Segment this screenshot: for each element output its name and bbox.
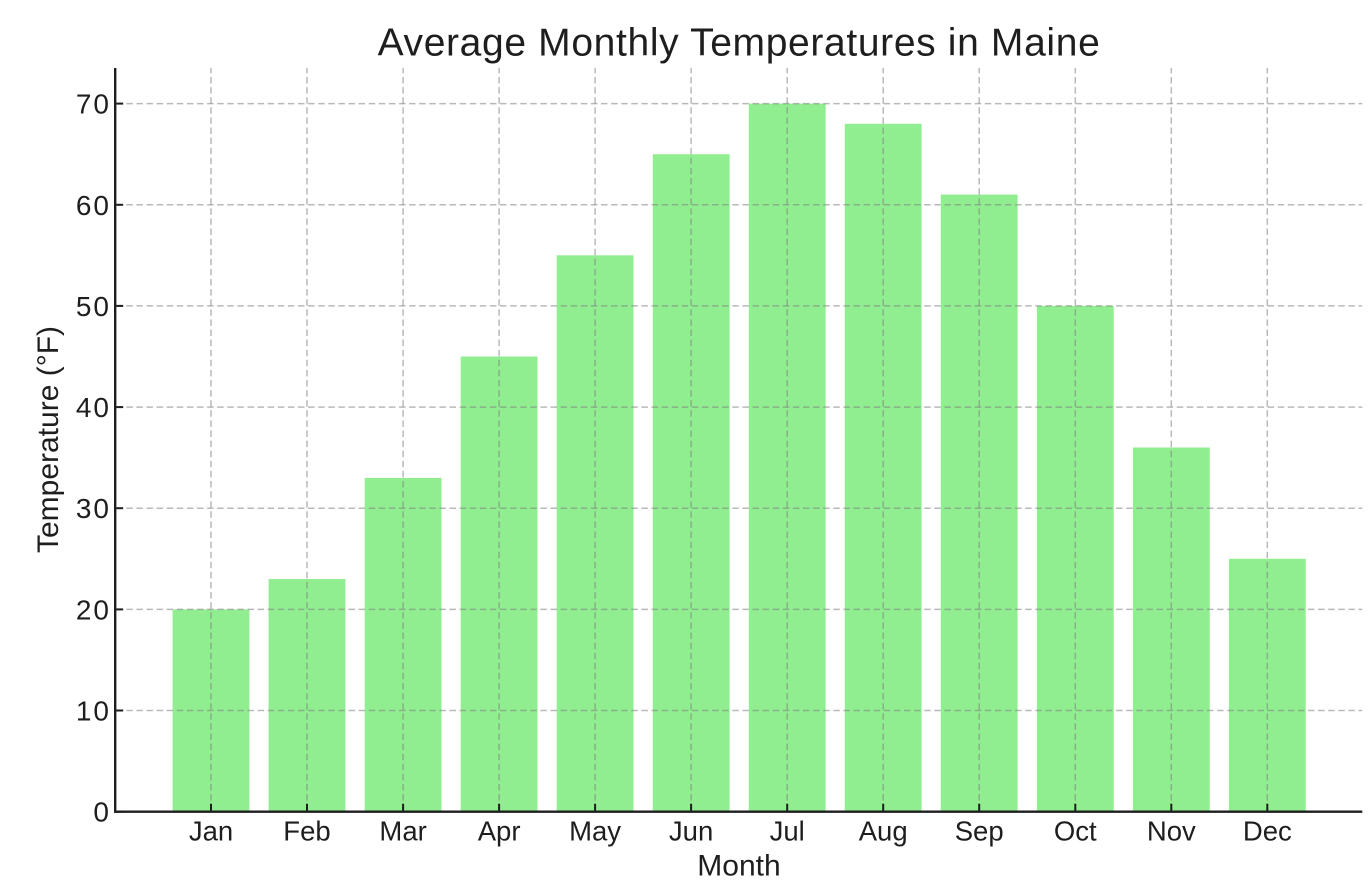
svg-text:Jul: Jul [770, 816, 805, 847]
svg-text:Jan: Jan [189, 816, 233, 847]
svg-text:70: 70 [76, 89, 111, 120]
svg-text:May: May [569, 816, 621, 847]
svg-text:60: 60 [76, 190, 111, 221]
svg-text:40: 40 [76, 392, 111, 423]
svg-text:Average Monthly Temperatures i: Average Monthly Temperatures in Maine [378, 22, 1101, 65]
svg-text:Mar: Mar [379, 816, 426, 847]
svg-text:Temperature (°F): Temperature (°F) [32, 326, 65, 553]
svg-text:Month: Month [697, 850, 780, 883]
svg-text:Dec: Dec [1243, 816, 1292, 847]
svg-text:Aug: Aug [859, 816, 908, 847]
svg-text:0: 0 [93, 797, 111, 828]
svg-text:Nov: Nov [1147, 816, 1196, 847]
svg-text:Jun: Jun [669, 816, 713, 847]
svg-text:Apr: Apr [478, 816, 521, 847]
svg-text:10: 10 [76, 696, 111, 727]
svg-text:30: 30 [76, 493, 111, 524]
svg-text:20: 20 [76, 594, 111, 625]
svg-text:Oct: Oct [1054, 816, 1097, 847]
svg-text:50: 50 [76, 291, 111, 322]
svg-text:Sep: Sep [955, 816, 1004, 847]
svg-text:Feb: Feb [283, 816, 330, 847]
